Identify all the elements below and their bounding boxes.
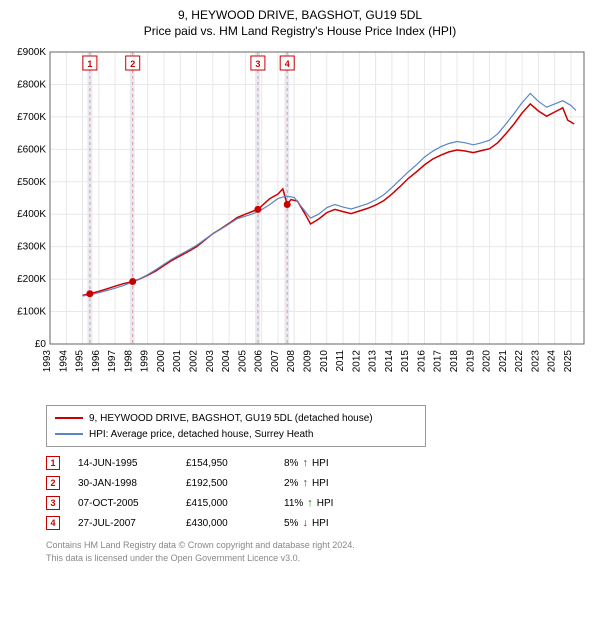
svg-text:1998: 1998 bbox=[123, 350, 134, 373]
svg-text:2012: 2012 bbox=[351, 350, 362, 373]
svg-text:2024: 2024 bbox=[547, 350, 558, 373]
chart-subtitle: Price paid vs. HM Land Registry's House … bbox=[8, 24, 592, 38]
legend-row: HPI: Average price, detached house, Surr… bbox=[55, 426, 417, 442]
svg-text:1: 1 bbox=[87, 59, 92, 69]
svg-text:£200K: £200K bbox=[17, 274, 46, 285]
legend-swatch bbox=[55, 417, 83, 419]
arrow-icon: ↓ bbox=[302, 517, 308, 529]
svg-text:2023: 2023 bbox=[530, 350, 541, 373]
sales-row: 3 07-OCT-2005 £415,000 11% ↑ HPI bbox=[46, 493, 592, 513]
sale-badge: 4 bbox=[46, 516, 60, 530]
svg-text:4: 4 bbox=[285, 59, 290, 69]
svg-text:2014: 2014 bbox=[384, 350, 395, 373]
svg-text:£800K: £800K bbox=[17, 79, 46, 90]
sale-badge: 1 bbox=[46, 456, 60, 470]
svg-text:2006: 2006 bbox=[254, 350, 265, 373]
svg-text:2016: 2016 bbox=[416, 350, 427, 373]
footer: Contains HM Land Registry data © Crown c… bbox=[46, 539, 592, 564]
arrow-icon: ↑ bbox=[307, 497, 313, 509]
svg-text:£0: £0 bbox=[35, 339, 47, 350]
svg-text:2009: 2009 bbox=[302, 350, 313, 373]
svg-text:1993: 1993 bbox=[42, 350, 53, 373]
sale-delta: 11% ↑ HPI bbox=[284, 497, 374, 509]
svg-text:1999: 1999 bbox=[140, 350, 151, 373]
arrow-icon: ↑ bbox=[302, 457, 308, 469]
sales-row: 1 14-JUN-1995 £154,950 8% ↑ HPI bbox=[46, 453, 592, 473]
sale-delta: 5% ↓ HPI bbox=[284, 517, 374, 529]
svg-text:2002: 2002 bbox=[189, 350, 200, 373]
sales-row: 2 30-JAN-1998 £192,500 2% ↑ HPI bbox=[46, 473, 592, 493]
svg-text:£700K: £700K bbox=[17, 112, 46, 123]
legend-label: 9, HEYWOOD DRIVE, BAGSHOT, GU19 5DL (det… bbox=[89, 413, 373, 424]
svg-text:2019: 2019 bbox=[465, 350, 476, 373]
svg-text:2015: 2015 bbox=[400, 350, 411, 373]
svg-text:2005: 2005 bbox=[237, 350, 248, 373]
svg-text:£300K: £300K bbox=[17, 242, 46, 253]
svg-text:2022: 2022 bbox=[514, 350, 525, 373]
svg-text:2003: 2003 bbox=[205, 350, 216, 373]
svg-text:1997: 1997 bbox=[107, 350, 118, 373]
arrow-icon: ↑ bbox=[302, 477, 308, 489]
svg-text:£900K: £900K bbox=[17, 47, 46, 58]
svg-text:1994: 1994 bbox=[58, 350, 69, 373]
svg-text:£100K: £100K bbox=[17, 307, 46, 318]
sale-date: 30-JAN-1998 bbox=[78, 478, 168, 489]
svg-text:£500K: £500K bbox=[17, 177, 46, 188]
svg-text:2004: 2004 bbox=[221, 350, 232, 373]
footer-line: Contains HM Land Registry data © Crown c… bbox=[46, 539, 592, 552]
title-block: 9, HEYWOOD DRIVE, BAGSHOT, GU19 5DL Pric… bbox=[8, 8, 592, 38]
sale-price: £154,950 bbox=[186, 458, 266, 469]
sale-price: £415,000 bbox=[186, 498, 266, 509]
sale-date: 07-OCT-2005 bbox=[78, 498, 168, 509]
footer-line: This data is licensed under the Open Gov… bbox=[46, 552, 592, 565]
svg-text:2020: 2020 bbox=[482, 350, 493, 373]
legend-swatch bbox=[55, 433, 83, 435]
legend-label: HPI: Average price, detached house, Surr… bbox=[89, 429, 313, 440]
svg-text:2010: 2010 bbox=[319, 350, 330, 373]
svg-text:3: 3 bbox=[255, 59, 260, 69]
sale-badge: 3 bbox=[46, 496, 60, 510]
svg-text:£600K: £600K bbox=[17, 144, 46, 155]
svg-text:2000: 2000 bbox=[156, 350, 167, 373]
svg-text:2008: 2008 bbox=[286, 350, 297, 373]
sale-delta: 2% ↑ HPI bbox=[284, 477, 374, 489]
sales-row: 4 27-JUL-2007 £430,000 5% ↓ HPI bbox=[46, 513, 592, 533]
chart-svg: 1 2 3 4 £0 £100K £200K £300K £400K £500K £600K £700… bbox=[8, 44, 592, 399]
chart-container: 9, HEYWOOD DRIVE, BAGSHOT, GU19 5DL Pric… bbox=[8, 8, 592, 564]
chart-title: 9, HEYWOOD DRIVE, BAGSHOT, GU19 5DL bbox=[8, 8, 592, 22]
sale-price: £430,000 bbox=[186, 518, 266, 529]
svg-text:£400K: £400K bbox=[17, 209, 46, 220]
sale-price: £192,500 bbox=[186, 478, 266, 489]
sale-date: 14-JUN-1995 bbox=[78, 458, 168, 469]
svg-text:1995: 1995 bbox=[75, 350, 86, 373]
svg-text:2007: 2007 bbox=[270, 350, 281, 373]
svg-text:2001: 2001 bbox=[172, 350, 183, 373]
sales-table: 1 14-JUN-1995 £154,950 8% ↑ HPI 2 30-JAN-1998… bbox=[46, 453, 592, 533]
svg-text:2025: 2025 bbox=[563, 350, 574, 373]
svg-text:2017: 2017 bbox=[433, 350, 444, 373]
svg-text:2013: 2013 bbox=[368, 350, 379, 373]
svg-text:2011: 2011 bbox=[335, 350, 346, 372]
chart-area: 1 2 3 4 £0 £100K £200K £300K £400K £500K £600K £700… bbox=[8, 44, 592, 399]
svg-text:2018: 2018 bbox=[449, 350, 460, 373]
svg-text:1996: 1996 bbox=[91, 350, 102, 373]
svg-text:2: 2 bbox=[130, 59, 135, 69]
sale-badge: 2 bbox=[46, 476, 60, 490]
sale-date: 27-JUL-2007 bbox=[78, 518, 168, 529]
legend-box: 9, HEYWOOD DRIVE, BAGSHOT, GU19 5DL (det… bbox=[46, 405, 426, 447]
legend-row: 9, HEYWOOD DRIVE, BAGSHOT, GU19 5DL (det… bbox=[55, 410, 417, 426]
svg-text:2021: 2021 bbox=[498, 350, 509, 373]
sale-delta: 8% ↑ HPI bbox=[284, 457, 374, 469]
